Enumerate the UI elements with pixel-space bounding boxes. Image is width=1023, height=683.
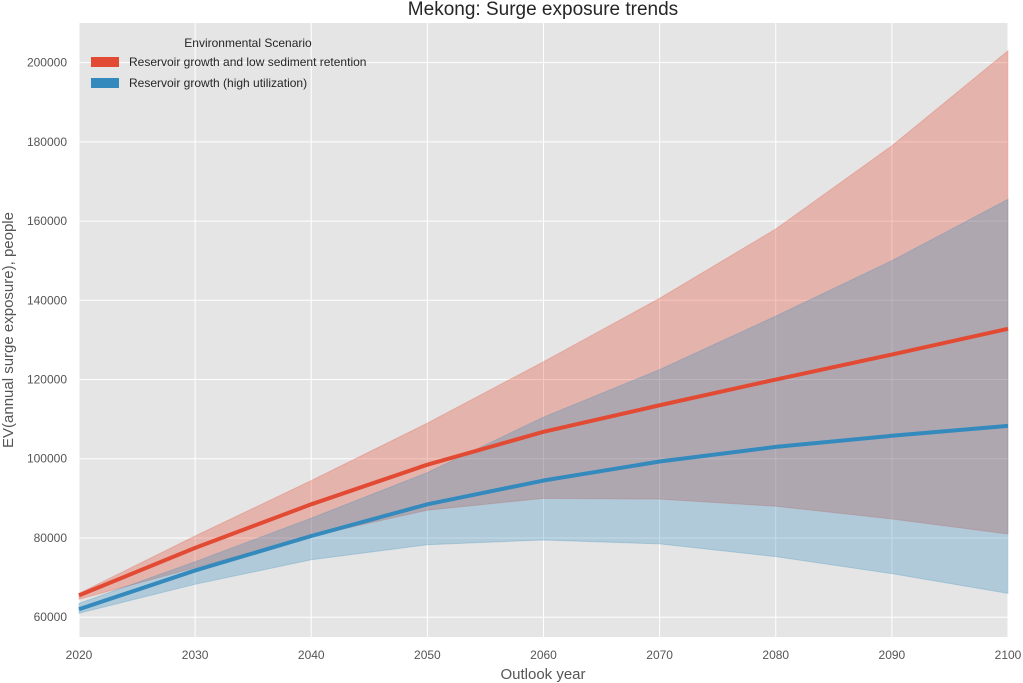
x-axis-label: Outlook year bbox=[500, 666, 585, 683]
y-tick-label: 60000 bbox=[34, 610, 68, 624]
y-tick-label: 180000 bbox=[27, 135, 67, 149]
x-tick-label: 2090 bbox=[879, 648, 906, 662]
series-line-0 bbox=[78, 326, 1009, 598]
y-tick-label: 120000 bbox=[27, 373, 67, 387]
x-tick-label: 2080 bbox=[762, 648, 789, 662]
x-tick-label: 2030 bbox=[182, 648, 209, 662]
x-tick-label: 2100 bbox=[995, 648, 1022, 662]
y-tick-label: 100000 bbox=[27, 452, 67, 466]
grid bbox=[78, 23, 1009, 637]
legend: Environmental Scenario Reservoir growth … bbox=[91, 36, 366, 90]
confidence-band-1 bbox=[78, 198, 1009, 614]
y-tick-label: 160000 bbox=[27, 214, 67, 228]
legend-swatch-0 bbox=[91, 57, 119, 67]
x-tick-label: 2060 bbox=[530, 648, 557, 662]
x-tick-label: 2040 bbox=[298, 648, 325, 662]
y-tick-labels: 60000 80000 100000 120000 140000 160000 180000… bbox=[27, 56, 67, 625]
legend-label-0: Reservoir growth and low sediment retent… bbox=[129, 55, 366, 69]
legend-label-1: Reservoir growth (high utilization) bbox=[129, 76, 307, 90]
x-tick-labels: 2020 2030 2040 2050 2060 2070 2080 2090 2100 bbox=[66, 648, 1022, 662]
y-tick-label: 80000 bbox=[34, 531, 68, 545]
series-line-1 bbox=[78, 423, 1009, 612]
y-tick-label: 200000 bbox=[27, 56, 67, 70]
legend-title: Environmental Scenario bbox=[184, 36, 312, 50]
series-lines bbox=[78, 326, 1009, 612]
x-tick-label: 2070 bbox=[646, 648, 673, 662]
x-tick-label: 2050 bbox=[414, 648, 441, 662]
x-tick-label: 2020 bbox=[66, 648, 93, 662]
y-tick-label: 140000 bbox=[27, 293, 67, 307]
y-axis-label: EV(annual surge exposure), people bbox=[0, 212, 17, 448]
chart-title: Mekong: Surge exposure trends bbox=[408, 0, 678, 20]
legend-swatch-1 bbox=[91, 78, 119, 88]
